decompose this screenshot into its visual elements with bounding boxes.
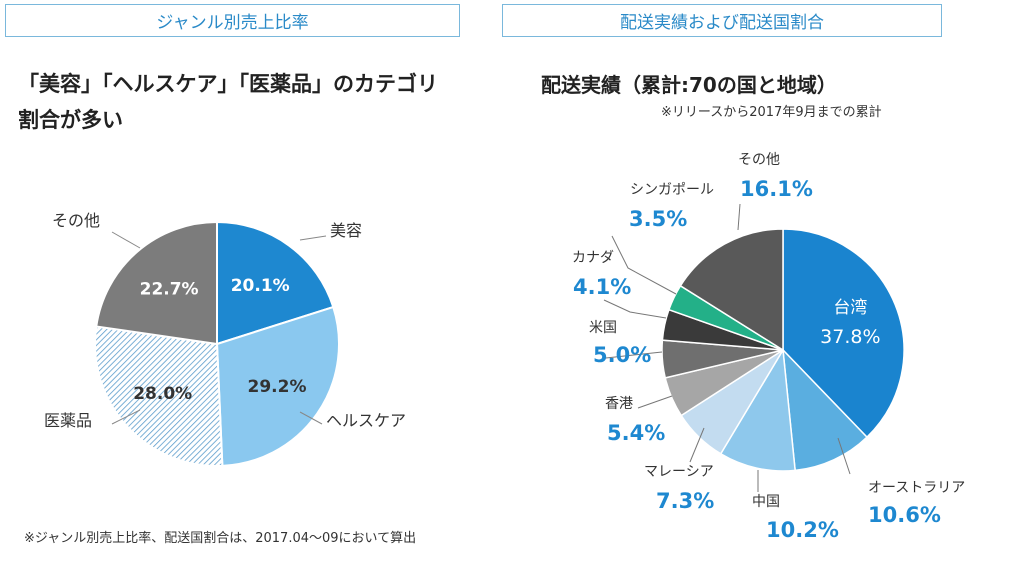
shipping-category-label: 中国	[752, 494, 780, 510]
genre-category-label: その他	[52, 211, 100, 230]
header-shipping-label: 配送実績および配送国割合	[620, 13, 824, 33]
shipping-leader-line	[689, 427, 705, 463]
genre-slice-4	[95, 220, 218, 346]
shipping-value-label: 3.5%	[629, 207, 687, 231]
left-headline-line2: 割合が多い	[18, 108, 123, 132]
shipping-category-label: カナダ	[572, 250, 614, 266]
shipping-value-label: 16.1%	[740, 177, 813, 201]
shipping-slice-3	[719, 347, 796, 472]
left-headline: 「美容」「ヘルスケア」「医薬品」のカテゴリ 割合が多い	[18, 66, 438, 138]
shipping-category-label: その他	[738, 152, 780, 168]
shipping-category-label: 香港	[605, 396, 633, 412]
shipping-value-label: 10.2%	[766, 518, 839, 542]
shipping-slice-1	[782, 228, 905, 439]
shipping-leader-line	[603, 299, 667, 319]
shipping-leader-line	[605, 351, 663, 359]
shipping-value-label: 10.6%	[868, 503, 941, 527]
shipping-value-label: 5.4%	[607, 421, 665, 445]
genre-leader-line	[299, 235, 327, 241]
genre-leader-line	[299, 411, 323, 425]
genre-leader-line	[111, 409, 141, 425]
genre-value-label: 22.7%	[140, 280, 199, 300]
genre-slice-1	[216, 220, 335, 346]
genre-category-label: 医薬品	[44, 411, 92, 430]
genre-category-label: ヘルスケア	[326, 411, 406, 430]
genre-value-label: 28.0%	[133, 384, 192, 404]
shipping-category-label: シンガポール	[630, 182, 714, 198]
shipping-leader-line	[837, 437, 851, 475]
shipping-category-label: オーストラリア	[868, 480, 965, 496]
genre-leader-line	[111, 231, 141, 249]
shipping-pie-chart: 台湾 37.8% オーストラリア 10.6% 中国 10.2% マレーシア 7.3% 香港 5.4…	[572, 152, 965, 542]
shipping-chart-note: ※リリースから2017年9月までの累計	[661, 105, 882, 120]
left-headline-line1: 「美容」「ヘルスケア」「医薬品」のカテゴリ	[18, 72, 438, 96]
shipping-slice-9	[679, 228, 784, 352]
header-genre-sales-label: ジャンル別売上比率	[156, 13, 309, 33]
shipping-slice-2	[782, 347, 868, 472]
shipping-leader-line	[611, 235, 677, 295]
header-genre-sales: ジャンル別売上比率	[5, 4, 460, 37]
shipping-chart-title: 配送実績（累計:70の国と地域）	[541, 73, 837, 97]
shipping-category-label: 米国	[589, 320, 617, 336]
shipping-value-label: 5.0%	[593, 343, 651, 367]
genre-category-label: 美容	[330, 221, 362, 240]
shipping-value-label: 7.3%	[656, 489, 714, 513]
footnote: ※ジャンル別売上比率、配送国割合は、2017.04～09において算出	[24, 531, 417, 546]
genre-value-label: 20.1%	[231, 276, 290, 296]
shipping-value-label: 4.1%	[573, 275, 631, 299]
shipping-value-label: 37.8%	[820, 326, 880, 348]
shipping-leader-line	[737, 203, 741, 231]
genre-slice-2	[215, 305, 340, 467]
genre-pie-chart: 20.1% 美容 29.2% ヘルスケア 28.0% 医薬品 22.7% その他	[44, 211, 406, 467]
header-shipping: 配送実績および配送国割合	[502, 4, 942, 37]
genre-value-label: 29.2%	[248, 377, 307, 397]
genre-slice-3	[94, 325, 224, 467]
shipping-leader-line	[637, 395, 673, 409]
shipping-category-label: 台湾	[833, 298, 867, 318]
shipping-category-label: マレーシア	[644, 464, 714, 480]
